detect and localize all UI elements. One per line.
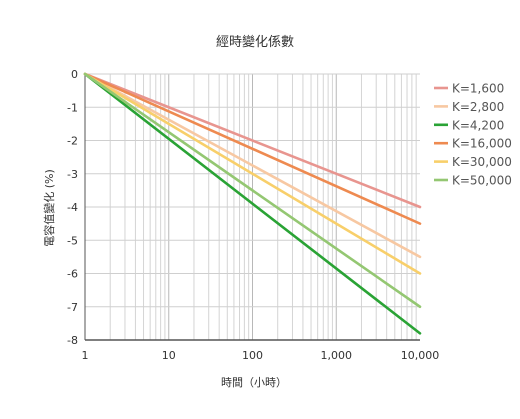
y-tick-label: -3: [67, 168, 78, 181]
series-line: [83, 72, 422, 309]
legend-label: K=30,000: [452, 155, 512, 169]
y-tick-label: -5: [67, 234, 78, 247]
chart-title: 經時變化係數: [216, 34, 294, 50]
y-tick-label: -1: [67, 101, 78, 114]
y-tick-label: -7: [67, 301, 78, 314]
y-tick-label: 0: [71, 68, 78, 81]
series-line: [83, 72, 422, 209]
series-line: [83, 72, 422, 225]
y-axis-title: 電容值變化 (%): [42, 169, 56, 247]
legend-label: K=2,800: [452, 100, 504, 114]
series-line: [83, 72, 422, 335]
series-lines: [83, 72, 422, 335]
x-tick-labels: 1 10 100 1,000 10,000: [82, 349, 440, 362]
y-tick-labels: 0 -1 -2 -3 -4 -5 -6 -7 -8: [67, 68, 78, 347]
y-tick-label: -4: [67, 201, 78, 214]
x-tick-label: 1,000: [321, 349, 353, 362]
x-axis-title: 時間（小時）: [221, 376, 287, 389]
y-tick-label: -8: [67, 334, 78, 347]
series-line: [83, 72, 422, 275]
legend-label: K=50,000: [452, 174, 512, 188]
legend-label: K=1,600: [452, 82, 504, 96]
x-tick-label: 100: [242, 349, 263, 362]
y-tick-label: -6: [67, 268, 78, 281]
y-tick-label: -2: [67, 135, 78, 148]
legend-label: K=4,200: [452, 118, 504, 132]
axes: [84, 74, 420, 341]
x-tick-label: 10,000: [401, 349, 440, 362]
legend-label: K=16,000: [452, 137, 512, 151]
x-tick-label: 10: [162, 349, 176, 362]
legend: K=1,600 K=2,800 K=4,200 K=16,000 K=30,000 K=5…: [434, 82, 512, 188]
x-tick-label: 1: [82, 349, 89, 362]
series-line: [83, 72, 422, 259]
